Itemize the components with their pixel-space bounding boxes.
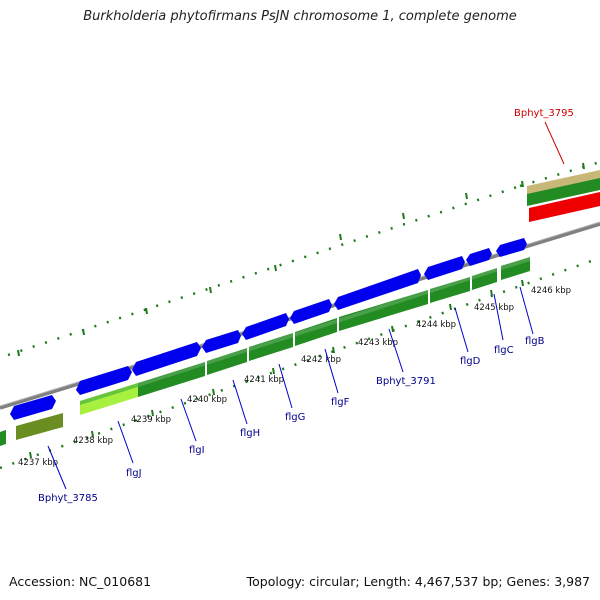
outer-dotted-ring: [7, 160, 600, 357]
ruler-label: 4242 kbp: [301, 355, 341, 365]
gene-flgD[interactable]: [424, 256, 465, 280]
ruler-label: 4244 kbp: [416, 320, 456, 330]
map-title: Burkholderia phytofirmans PsJN chromosom…: [83, 9, 517, 24]
rna-bphyt3795[interactable]: [529, 192, 600, 222]
label-leaders: [47, 286, 534, 490]
gene-label[interactable]: flgJ: [126, 468, 142, 479]
gene-flgJ[interactable]: [76, 366, 132, 395]
cds-bphyt3785[interactable]: [16, 413, 63, 440]
outer-ring-major-ticks: [17, 162, 585, 357]
ruler-label: 4246 kbp: [531, 286, 571, 296]
gene-label[interactable]: flgF: [331, 397, 350, 408]
ruler-label: 4237 kbp: [18, 458, 58, 468]
feature-green-bar[interactable]: [527, 178, 600, 206]
ruler-label: 4238 kbp: [73, 436, 113, 446]
genome-summary: Topology: circular; Length: 4,467,537 bp…: [246, 574, 590, 589]
cds-features: [0, 257, 530, 446]
accession-label: Accession: NC_010681: [9, 574, 152, 589]
ruler-label: 4241 kbp: [244, 375, 284, 385]
cds-flgI[interactable]: [138, 362, 205, 397]
gene-label[interactable]: flgD: [460, 356, 481, 367]
inner-dotted-ring: [0, 256, 600, 470]
gene-label[interactable]: Bphyt_3785: [38, 493, 98, 504]
cds-flgD[interactable]: [430, 277, 470, 303]
gene-flgF[interactable]: [290, 299, 332, 324]
gene-label[interactable]: flgI: [189, 445, 205, 456]
forward-strand-genes: [10, 238, 527, 420]
gene-label[interactable]: flgH: [240, 428, 260, 439]
bphyt3795-region: [527, 170, 600, 222]
ruler-ticks: [29, 279, 524, 459]
gene-flgC[interactable]: [466, 248, 492, 266]
cds-flgB[interactable]: [501, 257, 530, 280]
gene-labels: Bphyt_3785 flgJ flgI flgH flgG flgF Bphy…: [38, 108, 574, 504]
ruler-label: 4243 kbp: [358, 338, 398, 348]
bphyt3795-leader: [544, 121, 565, 165]
gene-flgB[interactable]: [496, 238, 527, 257]
gene-label-highlight[interactable]: Bphyt_3795: [514, 108, 574, 119]
gene-label[interactable]: flgG: [285, 412, 305, 423]
gene-label[interactable]: flgB: [525, 336, 545, 347]
feature-olive-bar[interactable]: [527, 170, 600, 196]
ruler-labels: 4237 kbp 4238 kbp 4239 kbp 4240 kbp 4241…: [18, 286, 571, 468]
cds-flgF[interactable]: [295, 318, 337, 346]
gene-flgI[interactable]: [132, 342, 201, 376]
cds-bphyt3791[interactable]: [339, 290, 428, 331]
ruler-label: 4239 kbp: [131, 415, 171, 425]
cds-flgG[interactable]: [249, 333, 293, 361]
cds-flgH[interactable]: [207, 348, 247, 375]
gene-flgG[interactable]: [242, 313, 289, 340]
ruler-label: 4240 kbp: [187, 395, 227, 405]
ruler-label: 4245 kbp: [474, 303, 514, 313]
gene-bphyt3791[interactable]: [334, 269, 421, 310]
gene-label[interactable]: Bphyt_3791: [376, 376, 436, 387]
gene-bphyt3785[interactable]: [10, 395, 56, 420]
gene-label[interactable]: flgC: [494, 345, 514, 356]
gene-flgH[interactable]: [202, 330, 241, 353]
cds-flgC[interactable]: [472, 268, 497, 290]
